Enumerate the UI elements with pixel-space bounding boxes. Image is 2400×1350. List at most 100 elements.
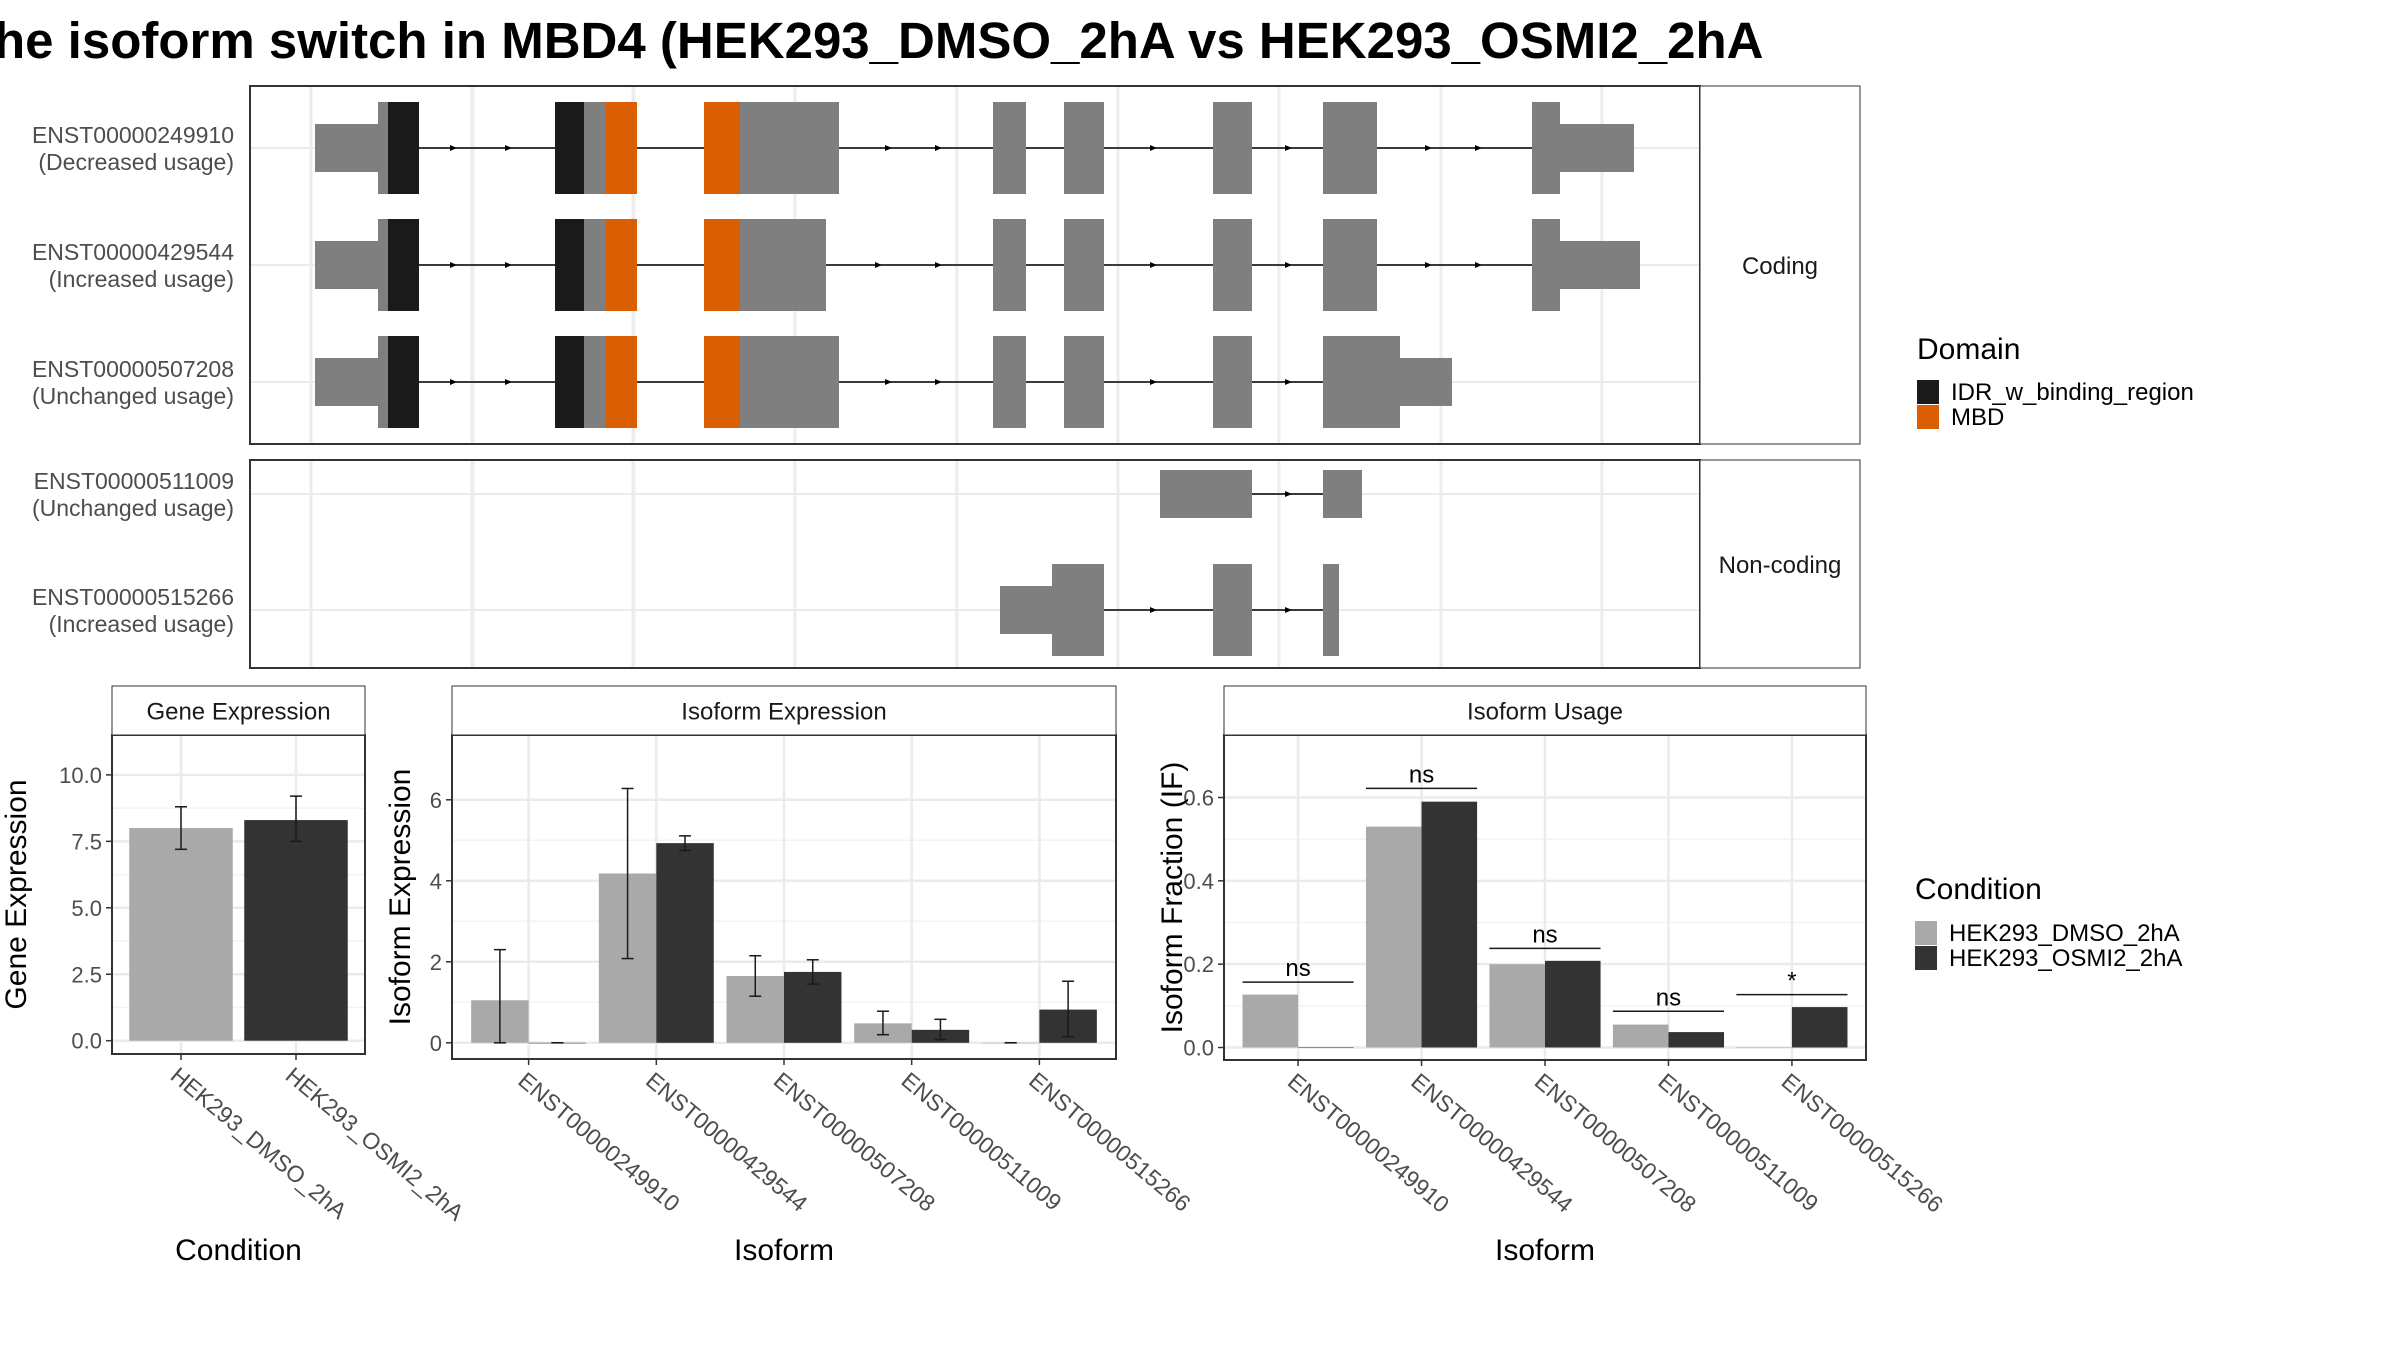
exon-block xyxy=(606,102,637,194)
isoform-usage-label: (Increased usage) xyxy=(49,266,234,292)
exon-block xyxy=(388,219,419,311)
exon-block xyxy=(555,102,584,194)
facet-strip xyxy=(451,685,1117,736)
exon-block xyxy=(606,336,637,428)
intron-arrow xyxy=(1425,262,1432,268)
strip-noncoding xyxy=(1699,459,1861,669)
exon-block xyxy=(1323,470,1362,518)
exon-block xyxy=(388,336,419,428)
y-tick-label: 0.2 xyxy=(1183,952,1214,977)
intron-arrow xyxy=(935,379,942,385)
significance-label: ns xyxy=(1656,984,1681,1011)
isoform-usage-label: (Decreased usage) xyxy=(38,149,234,175)
exon-block xyxy=(584,336,606,428)
intron-arrow xyxy=(1285,379,1292,385)
y-tick-label: 0 xyxy=(430,1031,442,1056)
exon-block xyxy=(1323,102,1377,194)
legend-label: IDR_w_binding_region xyxy=(1951,379,2194,406)
exon-block xyxy=(740,336,839,428)
intron-arrow xyxy=(505,145,512,151)
strip-coding xyxy=(1699,85,1861,445)
y-tick-label: 0.0 xyxy=(71,1029,102,1054)
y-axis-title: Isoform Fraction (IF) xyxy=(1156,762,1189,1034)
exon-block xyxy=(378,102,388,194)
exon-block xyxy=(1323,219,1377,311)
legend-swatch xyxy=(1917,380,1939,404)
y-tick-label: 2 xyxy=(430,950,442,975)
transcript-structure-panel: Coding Non-coding ENST00000249910(Decrease… xyxy=(32,85,1861,669)
exon-block xyxy=(1064,102,1104,194)
intron-arrow xyxy=(885,145,892,151)
y-tick-label: 0.6 xyxy=(1183,786,1214,811)
legend-swatch xyxy=(1915,921,1937,945)
isoform-id-label: ENST00000507208 xyxy=(32,356,234,382)
intron-arrow xyxy=(1285,607,1292,613)
y-tick-label: 6 xyxy=(430,788,442,813)
exon-block xyxy=(584,219,606,311)
x-axis-title: Isoform xyxy=(1495,1234,1595,1267)
intron-arrow xyxy=(1475,145,1482,151)
strip-coding-label: Coding xyxy=(1742,253,1818,280)
x-axis-title: Isoform xyxy=(734,1234,834,1267)
bar xyxy=(129,828,233,1041)
y-tick-label: 0.4 xyxy=(1183,869,1214,894)
significance-label: * xyxy=(1787,968,1796,995)
y-tick-label: 7.5 xyxy=(71,829,102,854)
y-axis-title: Isoform Expression xyxy=(384,769,417,1026)
bar xyxy=(1545,960,1601,1048)
intron-arrow xyxy=(875,262,882,268)
exon-block xyxy=(1213,102,1252,194)
bar xyxy=(1736,1047,1792,1048)
y-tick-label: 0.0 xyxy=(1183,1036,1214,1061)
bar xyxy=(1612,1024,1669,1048)
figure-title: he isoform switch in MBD4 (HEK293_DMSO_2… xyxy=(0,12,1763,69)
exon-block xyxy=(1532,102,1560,194)
exon-block xyxy=(378,336,388,428)
intron-arrow xyxy=(450,262,457,268)
exon-block xyxy=(740,219,826,311)
intron-arrow xyxy=(1285,145,1292,151)
x-axis-title: Condition xyxy=(175,1234,302,1267)
intron-arrow xyxy=(935,145,942,151)
facet-strip xyxy=(1223,685,1867,736)
bar xyxy=(1668,1032,1725,1048)
intron-arrow xyxy=(1425,145,1432,151)
intron-arrow xyxy=(1475,262,1482,268)
exon-block xyxy=(1213,219,1252,311)
exon-block xyxy=(1000,586,1052,634)
legend-label: MBD xyxy=(1951,404,2004,431)
facet-title: Gene Expression xyxy=(146,699,330,726)
intron-arrow xyxy=(885,379,892,385)
intron-arrow xyxy=(1285,491,1292,497)
exon-block xyxy=(1560,241,1640,289)
isoform-id-label: ENST00000515266 xyxy=(32,584,234,610)
isoform-usage-label: (Increased usage) xyxy=(49,611,234,637)
significance-label: ns xyxy=(1285,955,1310,982)
y-tick-label: 4 xyxy=(430,869,442,894)
bar xyxy=(1421,801,1478,1048)
strip-noncoding-label: Non-coding xyxy=(1719,552,1842,579)
y-axis-title: Gene Expression xyxy=(0,779,33,1009)
isoform-id-label: ENST00000249910 xyxy=(32,122,234,148)
intron-arrow xyxy=(1285,262,1292,268)
exon-block xyxy=(704,102,740,194)
bar xyxy=(1298,1047,1354,1048)
bar xyxy=(1242,994,1299,1048)
exon-block xyxy=(993,336,1026,428)
structure-panel-bg xyxy=(250,460,1700,668)
intron-arrow xyxy=(450,145,457,151)
legend-label: HEK293_OSMI2_2hA xyxy=(1949,945,2182,972)
exon-block xyxy=(1052,564,1104,656)
significance-label: ns xyxy=(1409,761,1434,788)
intron-arrow xyxy=(935,262,942,268)
exon-block xyxy=(704,219,740,311)
exon-block xyxy=(1213,336,1252,428)
legend-swatch xyxy=(1917,405,1939,429)
exon-block xyxy=(740,102,839,194)
exon-block xyxy=(315,124,378,172)
exon-block xyxy=(1213,564,1252,656)
isoform-id-label: ENST00000511009 xyxy=(34,468,234,494)
exon-block xyxy=(1532,219,1560,311)
